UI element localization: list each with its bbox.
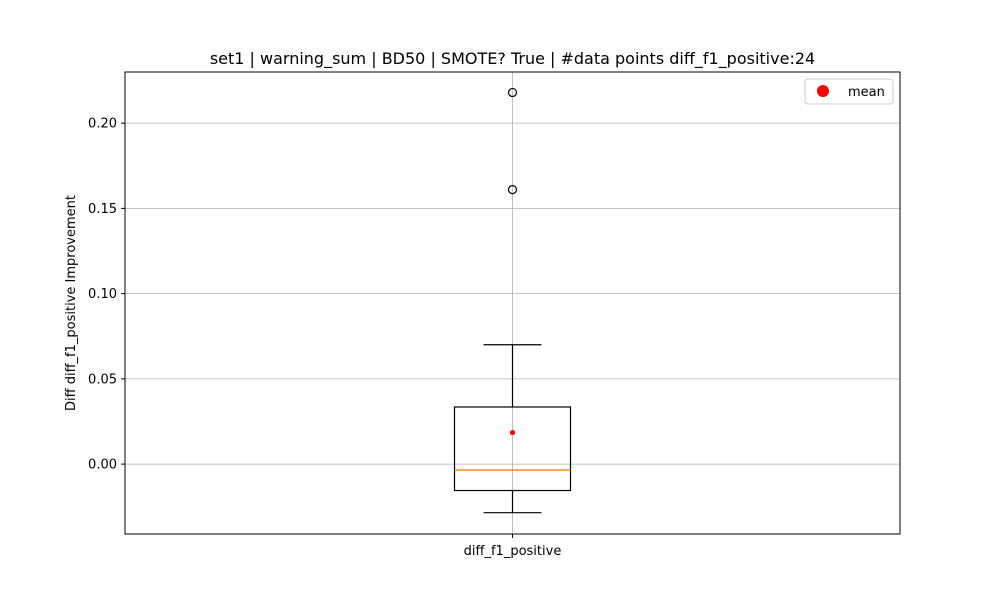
chart-title: set1 | warning_sum | BD50 | SMOTE? True … bbox=[210, 49, 815, 69]
grid-lines bbox=[125, 72, 900, 534]
outlier-point bbox=[507, 87, 518, 98]
y-tick-label: 0.15 bbox=[88, 202, 117, 217]
legend: mean bbox=[804, 78, 894, 105]
x-tick-label: diff_f1_positive bbox=[464, 544, 562, 559]
y-tick-label: 0.05 bbox=[88, 372, 117, 387]
axis-ticks: 0.00 0.05 0.10 0.15 0.20 diff_f1_positive bbox=[88, 117, 561, 559]
y-axis-label: Diff diff_f1_positive Improvement bbox=[64, 195, 79, 411]
y-tick-label: 0.20 bbox=[88, 117, 117, 132]
y-tick-label: 0.00 bbox=[88, 458, 117, 473]
iqr-box bbox=[453, 406, 572, 492]
mean-point bbox=[509, 429, 516, 436]
outlier-point bbox=[507, 185, 518, 195]
legend-mean-label: mean bbox=[848, 85, 885, 100]
y-tick-label: 0.10 bbox=[88, 287, 117, 302]
legend-frame bbox=[804, 78, 894, 105]
legend-mean-marker bbox=[817, 85, 829, 97]
boxplot bbox=[453, 87, 572, 514]
